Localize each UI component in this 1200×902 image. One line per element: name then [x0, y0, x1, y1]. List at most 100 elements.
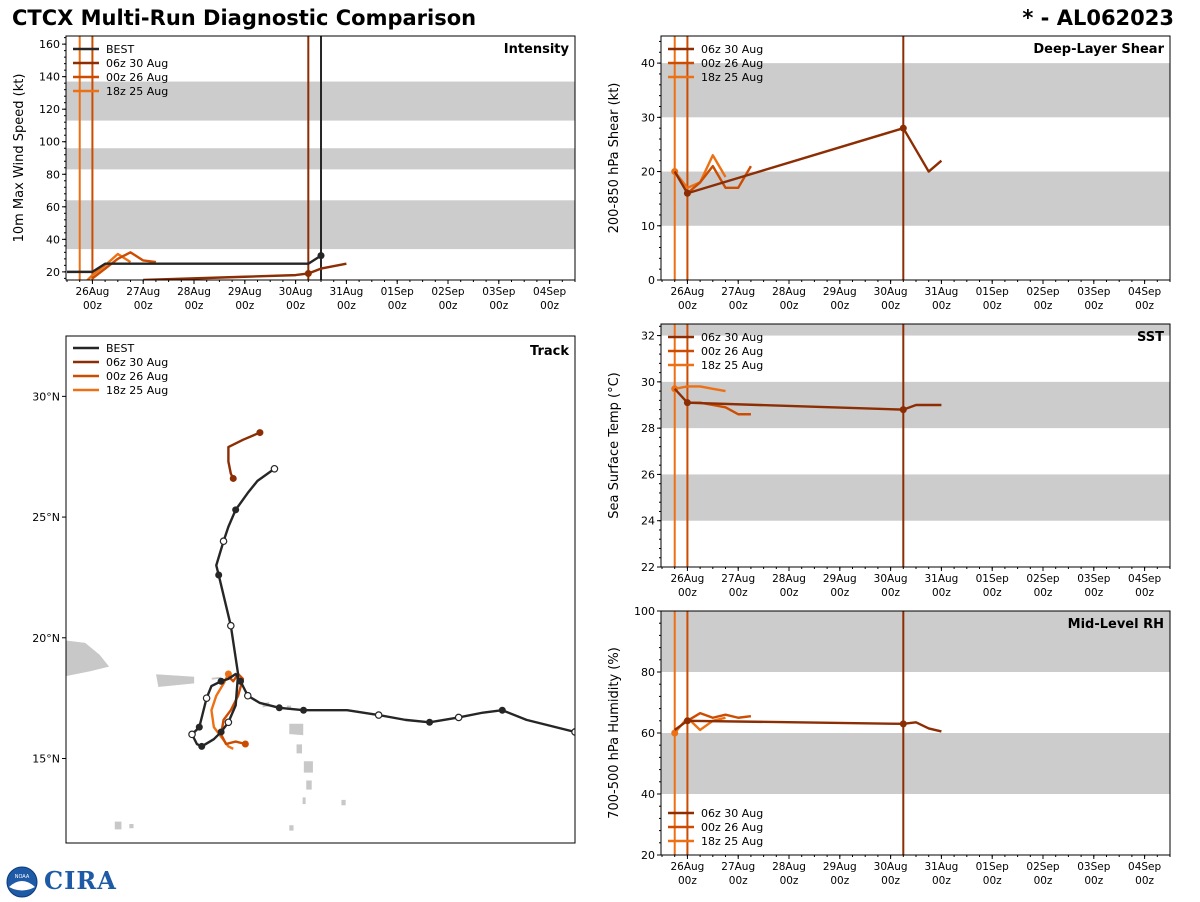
- track-series-0-point: [498, 706, 506, 714]
- sst-band: [661, 474, 1170, 521]
- intensity-x-tick-sublabel: 00z: [489, 300, 508, 312]
- land-island: [288, 723, 304, 736]
- intensity-x-tick-sublabel: 00z: [388, 300, 407, 312]
- rh-series-0-point: [899, 720, 907, 728]
- track-series-0-point: [300, 706, 308, 714]
- track-series-0-point: [198, 742, 206, 750]
- rh-x-tick-sublabel: 00z: [1135, 875, 1154, 887]
- track-series-0-open-point: [224, 718, 233, 727]
- track-series-3-point: [224, 670, 232, 678]
- shear-y-tick-label: 30: [641, 111, 655, 124]
- sst-x-tick-label: 27Aug: [721, 573, 755, 585]
- intensity-series-0-point: [317, 252, 325, 260]
- sst-x-tick-sublabel: 00z: [780, 587, 799, 599]
- sst-legend-label: 18z 25 Aug: [701, 359, 763, 372]
- track-series-1-point: [256, 429, 264, 437]
- track-series-1: [227, 431, 261, 479]
- shear-x-tick-label: 04Sep: [1128, 286, 1161, 298]
- sst-x-tick-label: 31Aug: [924, 573, 958, 585]
- sst-x-tick-label: 28Aug: [772, 573, 806, 585]
- track-y-tick-label: 20°N: [32, 632, 60, 645]
- rh-panel-title: Mid-Level RH: [1068, 617, 1164, 632]
- sst-x-tick-sublabel: 00z: [881, 587, 900, 599]
- sst-x-tick-sublabel: 00z: [830, 587, 849, 599]
- shear-panel: 0 10 20 30 40 26Aug 00z 27Aug 00z 28Aug 00z 29Aug 00…: [607, 35, 1171, 312]
- shear-x-tick-label: 03Sep: [1077, 286, 1110, 298]
- intensity-x-tick-sublabel: 00z: [185, 300, 204, 312]
- shear-x-tick-sublabel: 00z: [983, 300, 1002, 312]
- shear-x-tick-label: 29Aug: [823, 286, 857, 298]
- shear-x-tick-sublabel: 00z: [1034, 300, 1053, 312]
- shear-x-tick-label: 30Aug: [874, 286, 908, 298]
- sst-x-tick-sublabel: 00z: [678, 587, 697, 599]
- intensity-x-tick-sublabel: 00z: [337, 300, 356, 312]
- rh-x-tick-sublabel: 00z: [1084, 875, 1103, 887]
- track-series-0: [190, 467, 575, 748]
- land-island: [302, 796, 307, 805]
- shear-x-tick-sublabel: 00z: [780, 300, 799, 312]
- rh-x-tick-sublabel: 00z: [881, 875, 900, 887]
- shear-y-tick-label: 0: [648, 274, 655, 287]
- intensity-x-tick-label: 02Sep: [431, 286, 464, 298]
- track-series-0-open-point: [188, 730, 196, 739]
- intensity-y-axis-label: 10m Max Wind Speed (kt): [12, 74, 27, 243]
- sst-y-tick-label: 28: [641, 422, 655, 435]
- track-series-0-point: [426, 718, 434, 726]
- rh-x-tick-label: 31Aug: [924, 861, 958, 873]
- track-series-0-point: [275, 704, 283, 712]
- rh-x-tick-label: 04Sep: [1128, 861, 1161, 873]
- land-island: [295, 743, 303, 754]
- intensity-legend-label: 06z 30 Aug: [106, 57, 168, 70]
- intensity-x-tick-sublabel: 00z: [235, 300, 254, 312]
- intensity-y-tick-label: 20: [46, 266, 60, 279]
- sst-panel-title: SST: [1137, 330, 1164, 345]
- intensity-series-0: [67, 254, 322, 274]
- sst-x-tick-sublabel: 00z: [1084, 587, 1103, 599]
- track-series-0-open-point: [227, 621, 235, 630]
- shear-x-tick-sublabel: 00z: [1084, 300, 1103, 312]
- track-legend-label: BEST: [106, 342, 134, 355]
- shear-y-axis-label: 200-850 hPa Shear (kt): [607, 83, 622, 234]
- land-island: [303, 760, 314, 774]
- shear-y-tick-label: 40: [641, 57, 655, 70]
- sst-x-tick-label: 02Sep: [1026, 573, 1059, 585]
- intensity-panel-title: Intensity: [504, 42, 570, 57]
- intensity-legend-label: 18z 25 Aug: [106, 85, 168, 98]
- cira-logo: NOAA CIRA: [4, 866, 116, 898]
- sst-x-tick-sublabel: 00z: [729, 587, 748, 599]
- intensity-y-tick-label: 40: [46, 233, 60, 246]
- shear-series-1: [686, 164, 752, 195]
- sst-plot-area: [661, 324, 1170, 567]
- sst-frame: [660, 323, 1171, 568]
- intensity-series-2: [91, 251, 157, 280]
- sst-y-tick-label: 22: [641, 561, 655, 574]
- track-series-0-point: [217, 728, 225, 736]
- track-legend-label: 18z 25 Aug: [106, 384, 168, 397]
- sst-x-tick-label: 03Sep: [1077, 573, 1110, 585]
- land-island: [340, 799, 347, 806]
- storm-id-label: * - AL062023: [1022, 6, 1174, 30]
- intensity-panel: 20 40 60 80 100 120 140 160 26Aug 00z 27Aug 00z 28Au…: [12, 35, 576, 312]
- noaa-seal-text: NOAA: [15, 874, 30, 880]
- sst-panel: 22 24 26 28 30 32 26Aug 00z 27Aug 00z 28Aug 00z 29Au…: [607, 323, 1171, 599]
- shear-x-tick-label: 31Aug: [924, 286, 958, 298]
- intensity-y-tick-label: 100: [39, 136, 60, 149]
- track-y-tick-label: 30°N: [32, 390, 60, 403]
- rh-x-tick-label: 28Aug: [772, 861, 806, 873]
- track-legend-label: 00z 26 Aug: [106, 370, 168, 383]
- land-island: [305, 779, 313, 791]
- intensity-x-tick-label: 28Aug: [177, 286, 211, 298]
- rh-x-tick-sublabel: 00z: [932, 875, 951, 887]
- shear-series-0-point: [683, 189, 691, 197]
- rh-band: [661, 611, 1170, 672]
- intensity-y-tick-label: 160: [39, 38, 60, 51]
- sst-x-tick-sublabel: 00z: [1135, 587, 1154, 599]
- track-series-0-open-point: [374, 711, 383, 719]
- intensity-y-tick-label: 140: [39, 71, 60, 84]
- sst-x-tick-sublabel: 00z: [1034, 587, 1053, 599]
- shear-band: [661, 63, 1170, 118]
- sst-y-tick-label: 24: [641, 515, 655, 528]
- track-series-1-point: [229, 474, 237, 482]
